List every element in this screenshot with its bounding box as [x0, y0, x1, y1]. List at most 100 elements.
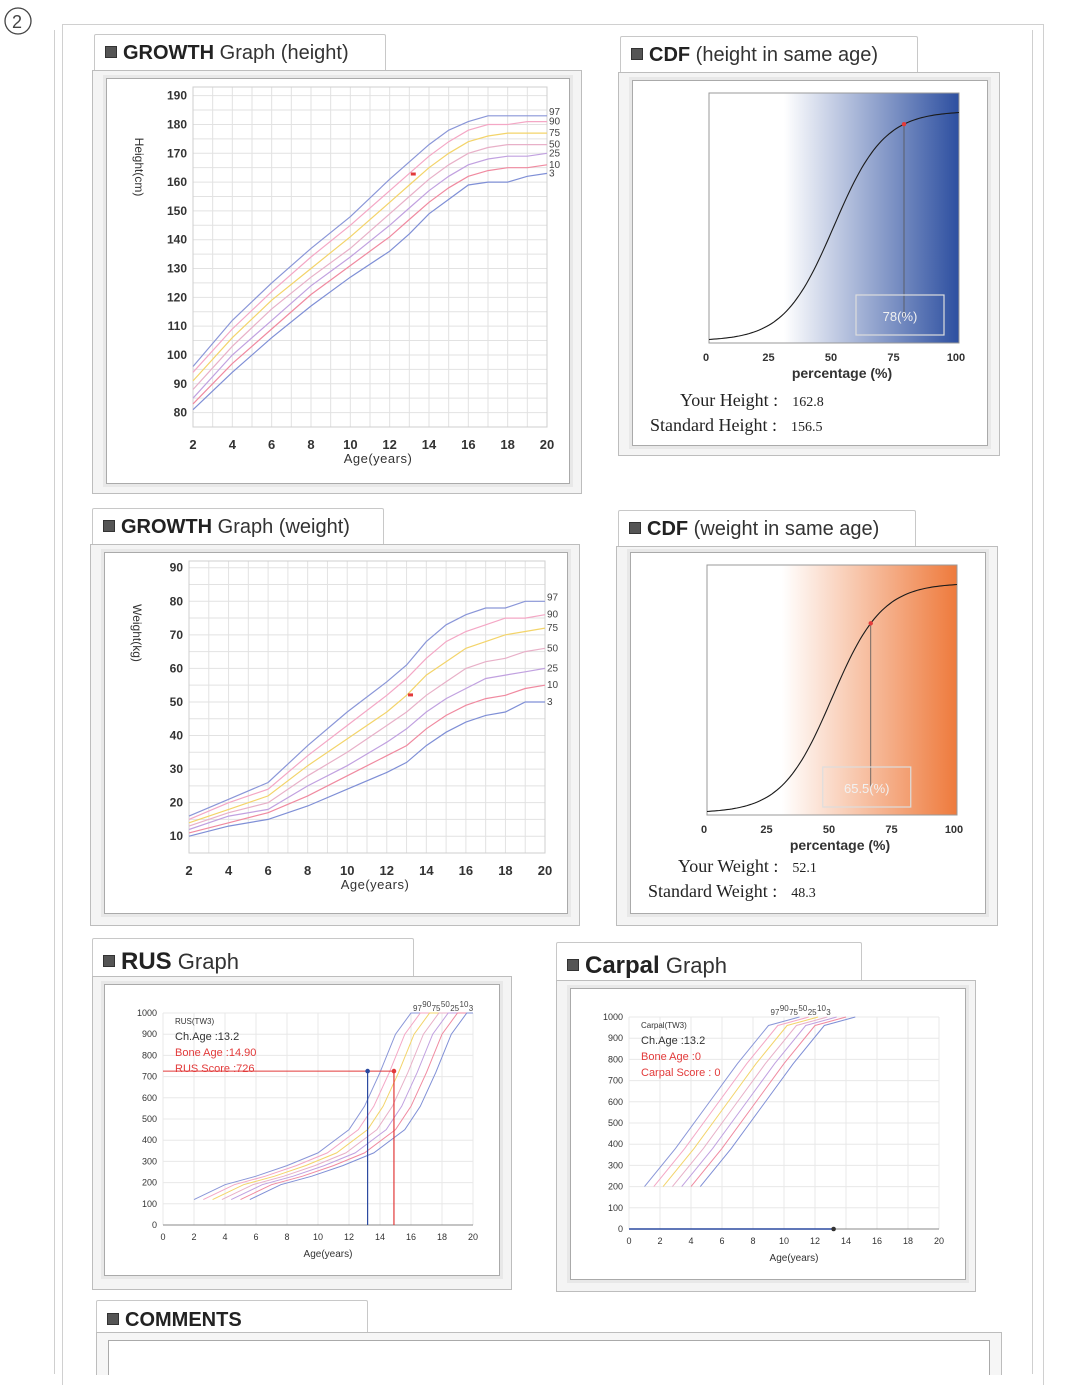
x-tick-label: 100: [945, 824, 963, 836]
percentile-label-10: 10: [817, 1004, 826, 1013]
x-tick-label: 18: [498, 863, 512, 878]
percentile-label-25: 25: [808, 1008, 817, 1017]
x-tick-label: 20: [468, 1232, 478, 1242]
y-tick-label: 100: [608, 1203, 623, 1213]
growth-weight-tab: GROWTH Graph (weight): [92, 508, 384, 545]
y-tick-label: 600: [608, 1097, 623, 1107]
percentile-label-75: 75: [789, 1008, 798, 1017]
y-tick-label: 900: [608, 1033, 623, 1043]
chrono-age-text: Ch.Age :13.2: [175, 1031, 239, 1043]
percentile-curve-90: [653, 1016, 809, 1187]
percentile-curve-75: [662, 1016, 819, 1187]
x-tick-label: 50: [823, 824, 835, 836]
y-tick-label: 500: [142, 1114, 157, 1124]
percentile-label-75: 75: [432, 1004, 441, 1013]
x-tick-label: 4: [222, 1232, 227, 1242]
percentile-curve-75: [212, 1012, 446, 1201]
percentile-label-97: 97: [549, 107, 561, 118]
standard-height-stat: Standard Height :156.5: [650, 415, 823, 435]
y-tick-label: 20: [170, 796, 184, 810]
your-weight-stat: Your Weight :52.1: [678, 856, 817, 876]
x-tick-label: 6: [253, 1232, 258, 1242]
growth-weight-title: GROWTH Graph (weight): [103, 516, 350, 539]
y-tick-label: 0: [152, 1220, 157, 1230]
y-tick-label: 900: [142, 1029, 157, 1039]
percentile-line-3: [188, 701, 545, 837]
y-tick-label: 500: [608, 1118, 623, 1128]
corner-handwritten-mark: 2: [4, 7, 32, 35]
y-tick-label: 800: [608, 1054, 623, 1064]
x-tick-label: 4: [225, 863, 233, 878]
x-tick-label: 50: [825, 352, 837, 364]
y-axis-label: Height(cm): [132, 138, 146, 197]
comments-tab: COMMENTS: [96, 1300, 368, 1335]
percentile-label-75: 75: [549, 128, 561, 139]
x-tick-label: 10: [343, 437, 357, 452]
percentile-line-75: [192, 132, 547, 382]
x-tick-label: 18: [500, 437, 514, 452]
x-tick-label: 25: [762, 352, 774, 364]
y-tick-label: 1000: [137, 1008, 157, 1018]
comments-box[interactable]: [108, 1340, 990, 1375]
percentile-curve-3: [249, 1012, 473, 1201]
plot-border: [188, 560, 546, 854]
standard-weight-stat: Standard Weight :48.3: [648, 881, 816, 901]
y-tick-label: 190: [167, 89, 187, 103]
bone-age-text: Bone Age :14.90: [175, 1047, 256, 1059]
score-text: RUS Score :726: [175, 1063, 254, 1075]
rus-tab: RUS Graph: [92, 938, 414, 979]
x-tick-label: 0: [160, 1232, 165, 1242]
cdf-curve: [708, 111, 960, 341]
y-axis-label: Weight(kg): [130, 604, 144, 662]
x-tick-label: 10: [779, 1236, 789, 1246]
x-tick-label: 18: [437, 1232, 447, 1242]
y-tick-label: 30: [170, 762, 184, 776]
x-tick-label: 12: [344, 1232, 354, 1242]
cdf-marker-point: [901, 121, 907, 127]
percentile-curve-10: [690, 1016, 847, 1187]
x-tick-label: 6: [719, 1236, 724, 1246]
percentile-label-3: 3: [826, 1008, 831, 1017]
percentile-curve-97: [644, 1016, 800, 1187]
y-tick-label: 90: [174, 377, 188, 391]
bone-age-point: [391, 1068, 397, 1074]
chrono-age-point: [831, 1226, 836, 1232]
percentile-label-10: 10: [547, 680, 559, 691]
x-axis-label: Age(years): [770, 1253, 819, 1264]
y-tick-label: 180: [167, 117, 187, 131]
percentile-label-97: 97: [547, 592, 559, 603]
cdf-marker-box: [855, 294, 945, 336]
chrono-age-point: [365, 1068, 370, 1074]
x-tick-label: 14: [419, 863, 434, 878]
cdf-height-chart-area: 78(%) 0 25 50 75 100 percentage (%): [632, 80, 988, 446]
chrono-age-text: Ch.Age :13.2: [641, 1035, 705, 1047]
cdf-marker-label: 78(%): [883, 309, 918, 324]
cdf-marker-point: [868, 621, 873, 626]
percentile-label-3: 3: [469, 1004, 474, 1013]
bullet-icon: [567, 959, 579, 972]
x-tick-label: 2: [185, 863, 192, 878]
percentile-label-90: 90: [780, 1004, 789, 1013]
y-tick-label: 0: [618, 1224, 623, 1234]
x-tick-label: 6: [264, 863, 271, 878]
page-edge-right: [1032, 30, 1033, 1374]
y-tick-label: 10: [170, 829, 184, 843]
growth-height-chart-area: 80 90 100 110 120 130 140 150 160 170 180 190 2 4 6 8 10…: [106, 78, 570, 484]
x-axis-label: Age(years): [341, 877, 410, 892]
y-tick-label: 80: [170, 594, 184, 608]
your-height-stat: Your Height :162.8: [680, 390, 824, 410]
percentile-label-90: 90: [422, 1000, 431, 1009]
percentile-label-90: 90: [549, 117, 561, 128]
x-axis-label: percentage (%): [790, 837, 890, 853]
y-tick-label: 70: [170, 628, 184, 642]
y-tick-label: 90: [170, 561, 184, 575]
x-tick-label: 75: [885, 824, 897, 836]
y-tick-label: 140: [167, 233, 187, 247]
y-tick-label: 400: [142, 1135, 157, 1145]
y-tick-label: 100: [167, 348, 187, 362]
x-tick-label: 8: [304, 863, 311, 878]
y-tick-label: 300: [608, 1160, 623, 1170]
x-tick-label: 100: [947, 352, 965, 364]
percentile-label-50: 50: [549, 140, 561, 151]
x-axis-label: Age(years): [344, 451, 413, 466]
